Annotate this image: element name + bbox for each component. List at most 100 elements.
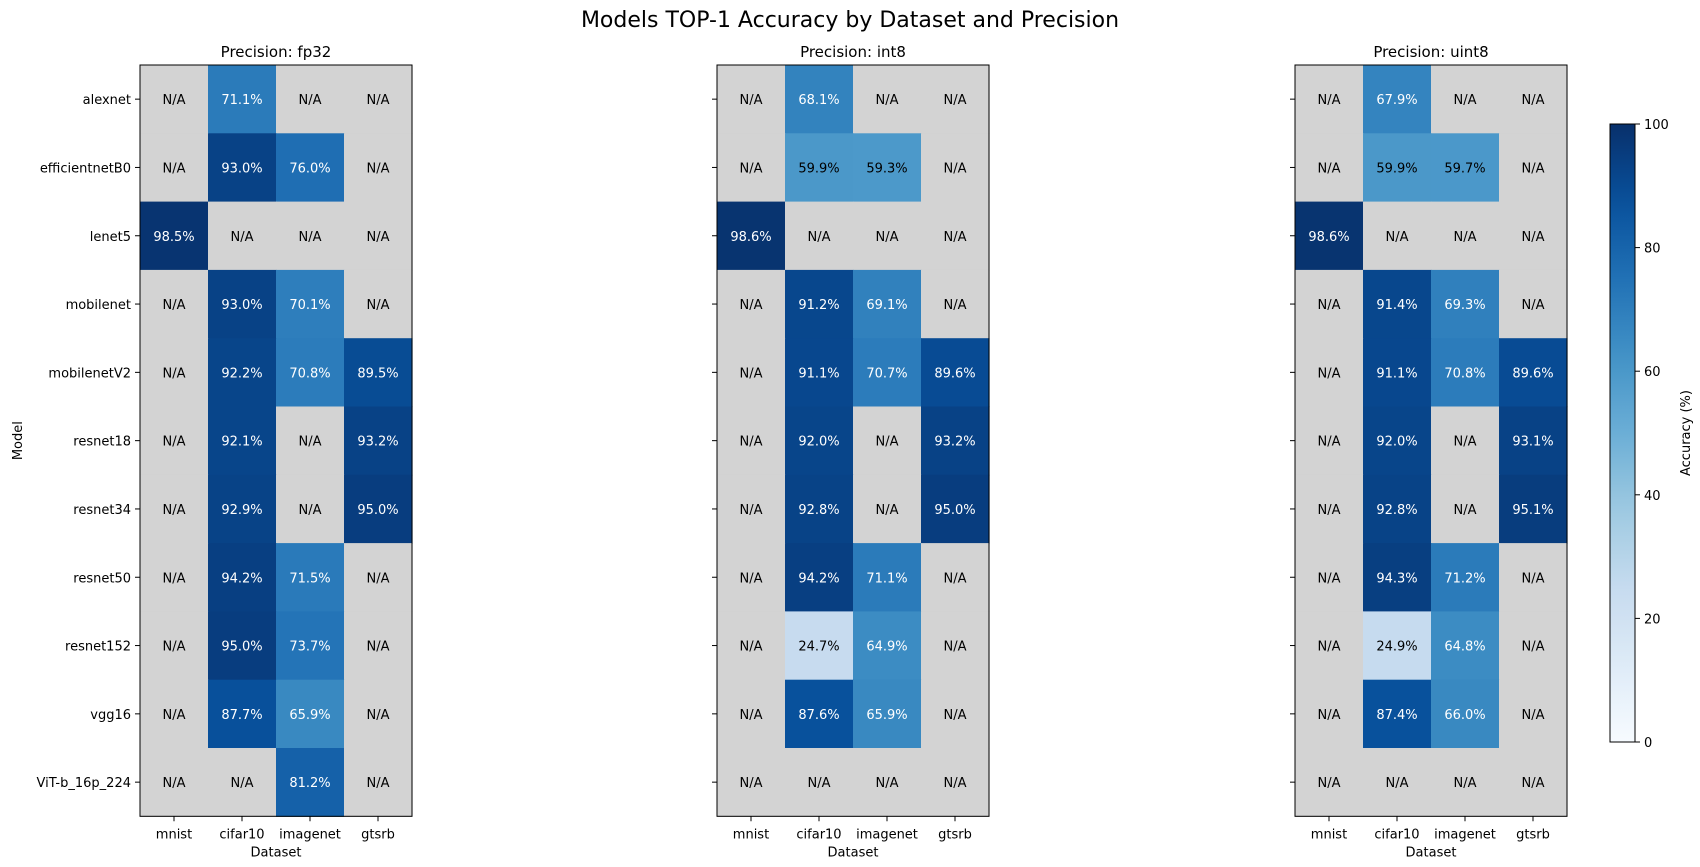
cell-value-label: 91.2% xyxy=(798,298,839,313)
cell-value-label: 59.3% xyxy=(866,161,907,176)
cell-value-label: 59.7% xyxy=(1444,161,1485,176)
heatmap-cell xyxy=(276,679,345,749)
x-tick-label: gtsrb xyxy=(938,827,972,842)
cell-value-label: 93.1% xyxy=(1512,435,1553,450)
cell-value-label: N/A xyxy=(1522,298,1545,313)
heatmap-cell xyxy=(921,748,990,817)
heatmap-cell xyxy=(717,611,786,681)
cell-value-label: 68.1% xyxy=(798,93,839,108)
heatmap-cell xyxy=(785,201,854,271)
cell-value-label: N/A xyxy=(944,161,967,176)
x-tick-label: mnist xyxy=(156,827,192,842)
heatmap-cell xyxy=(717,543,786,612)
cell-value-label: 71.1% xyxy=(866,571,907,586)
heatmap-cell xyxy=(140,543,209,612)
cell-value-label: 89.5% xyxy=(357,366,398,381)
cell-value-label: N/A xyxy=(299,93,322,108)
cell-value-label: N/A xyxy=(1454,776,1477,791)
x-tick-label: mnist xyxy=(733,827,769,842)
cell-value-label: N/A xyxy=(1318,571,1341,586)
y-tick-label: resnet50 xyxy=(73,571,131,586)
y-axis-label: Model xyxy=(11,421,26,460)
cell-value-label: N/A xyxy=(808,230,831,245)
heatmap-cell xyxy=(140,474,209,544)
heatmap-cell xyxy=(208,611,277,681)
cell-value-label: 93.2% xyxy=(934,435,975,450)
heatmap-cell xyxy=(208,338,277,408)
heatmap-cell xyxy=(785,474,854,544)
heatmap-cell xyxy=(717,133,786,203)
cell-value-label: 91.4% xyxy=(1376,298,1417,313)
cell-value-label: N/A xyxy=(163,503,186,518)
cell-value-label: 92.8% xyxy=(1376,503,1417,518)
cell-value-label: 71.1% xyxy=(221,93,262,108)
cell-value-label: N/A xyxy=(876,503,899,518)
cell-value-label: N/A xyxy=(944,571,967,586)
cell-value-label: N/A xyxy=(163,161,186,176)
heatmap-cell xyxy=(1431,201,1500,271)
heatmap-cell xyxy=(344,543,413,612)
cell-value-label: N/A xyxy=(740,640,763,655)
cell-value-label: N/A xyxy=(367,571,390,586)
heatmap-cell xyxy=(785,611,854,681)
cell-value-label: N/A xyxy=(1522,571,1545,586)
heatmap-cell xyxy=(1295,611,1364,681)
cell-value-label: 94.2% xyxy=(221,571,262,586)
cell-value-label: 24.7% xyxy=(798,640,839,655)
cell-value-label: 73.7% xyxy=(289,640,330,655)
cell-value-label: N/A xyxy=(163,298,186,313)
cell-value-label: 70.7% xyxy=(866,366,907,381)
heatmap-cell xyxy=(1363,133,1432,203)
heatmap-cell xyxy=(276,338,345,408)
x-tick-label: imagenet xyxy=(279,827,341,842)
cell-value-label: N/A xyxy=(876,230,899,245)
panel-title: Precision: uint8 xyxy=(1373,43,1488,61)
cell-value-label: 71.5% xyxy=(289,571,330,586)
cell-value-label: N/A xyxy=(740,571,763,586)
heatmap-cell xyxy=(853,474,922,544)
cell-value-label: N/A xyxy=(740,708,763,723)
x-axis-label: Dataset xyxy=(828,845,879,860)
cell-value-label: 64.9% xyxy=(866,640,907,655)
cell-value-label: 70.8% xyxy=(289,366,330,381)
y-tick-label: mobilenetV2 xyxy=(48,366,131,381)
colorbar-tick-label: 20 xyxy=(1644,612,1661,627)
cell-value-label: N/A xyxy=(1318,776,1341,791)
cell-value-label: 70.8% xyxy=(1444,366,1485,381)
y-tick-label: resnet34 xyxy=(73,503,131,518)
x-tick-label: cifar10 xyxy=(1374,827,1419,842)
cell-value-label: N/A xyxy=(1386,230,1409,245)
heatmap-cell xyxy=(1363,406,1432,476)
cell-value-label: 95.0% xyxy=(221,640,262,655)
cell-value-label: N/A xyxy=(1318,298,1341,313)
heatmap-cell xyxy=(785,543,854,612)
heatmap-cell xyxy=(1431,65,1500,134)
heatmap-cell xyxy=(1363,338,1432,408)
cell-value-label: N/A xyxy=(1318,503,1341,518)
heatmap-cell xyxy=(1431,269,1500,339)
heatmap-cell xyxy=(1363,611,1432,681)
heatmap-cell xyxy=(853,406,922,476)
cell-value-label: N/A xyxy=(740,298,763,313)
heatmap-cell xyxy=(1499,406,1568,476)
cell-value-label: N/A xyxy=(944,776,967,791)
cell-value-label: 95.0% xyxy=(357,503,398,518)
heatmap-cell xyxy=(853,679,922,749)
heatmap-cell xyxy=(276,748,345,817)
cell-value-label: N/A xyxy=(944,230,967,245)
heatmap-cell xyxy=(853,133,922,203)
heatmap-cell xyxy=(1363,543,1432,612)
heatmap-cell xyxy=(921,406,990,476)
heatmap-cell xyxy=(921,543,990,612)
cell-value-label: N/A xyxy=(163,776,186,791)
cell-value-label: 69.1% xyxy=(866,298,907,313)
x-axis-label: Dataset xyxy=(1406,845,1457,860)
heatmap-cell xyxy=(1295,679,1364,749)
cell-value-label: 70.1% xyxy=(289,298,330,313)
heatmap-cell xyxy=(853,543,922,612)
cell-value-label: 87.7% xyxy=(221,708,262,723)
y-tick-label: mobilenet xyxy=(66,298,131,313)
heatmap-cell xyxy=(1431,611,1500,681)
heatmap-cell xyxy=(1295,201,1364,271)
heatmap-cell xyxy=(208,133,277,203)
